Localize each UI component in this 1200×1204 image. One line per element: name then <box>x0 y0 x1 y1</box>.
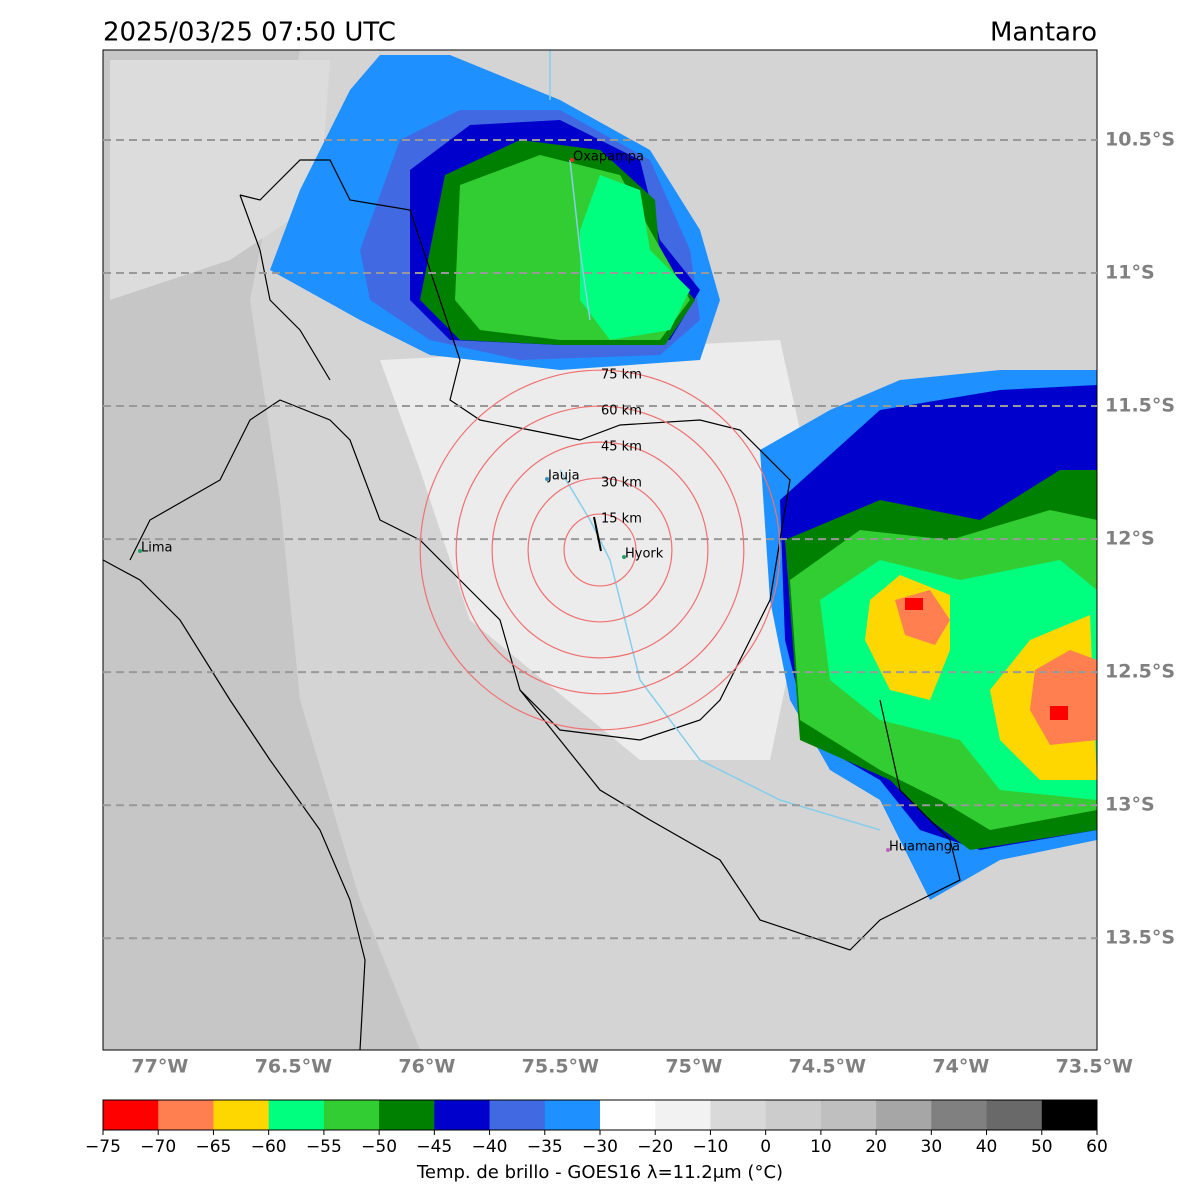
map-frame <box>102 49 1098 1051</box>
range-label: 45 km <box>601 440 642 455</box>
colorbar-tick-label: 40 <box>976 1137 998 1157</box>
lat-label: 10.5°S <box>1105 128 1175 150</box>
lon-label: 77°W <box>131 1056 188 1078</box>
lon-label: 73.5°W <box>1056 1056 1133 1078</box>
lat-label: 13°S <box>1105 794 1155 816</box>
lon-label: 76°W <box>398 1056 455 1078</box>
place-dot <box>622 555 626 559</box>
colorbar-segment <box>379 1100 435 1130</box>
map-background <box>103 50 1097 1050</box>
range-label: 30 km <box>601 476 642 491</box>
lat-label: 11°S <box>1105 261 1155 283</box>
colorbar-segment <box>655 1100 711 1130</box>
colorbar-tick-label: −30 <box>582 1137 618 1157</box>
colorbar-segment <box>931 1100 988 1130</box>
colorbar-segment <box>765 1100 822 1130</box>
colorbar-segment <box>323 1100 380 1130</box>
lon-label: 75°W <box>665 1056 722 1078</box>
colorbar-tick-label: −45 <box>416 1137 452 1157</box>
lon-label: 74°W <box>932 1056 989 1078</box>
colorbar-tick-label: −35 <box>527 1137 563 1157</box>
place-dot <box>138 549 142 553</box>
place-dot <box>570 158 574 162</box>
colorbar-segment <box>710 1100 767 1130</box>
range-ring <box>527 477 673 623</box>
place-label: Hyork <box>625 547 664 562</box>
title: 2025/03/25 07:50 UTC <box>103 18 396 48</box>
colorbar-segment <box>876 1100 932 1130</box>
station-marker <box>593 516 602 552</box>
colorbar-segment <box>489 1100 546 1130</box>
colorbar-tick-label: 10 <box>810 1137 832 1157</box>
colorbar-tick-label: −55 <box>306 1137 342 1157</box>
lat-label: 12°S <box>1105 528 1155 550</box>
place-dot <box>545 477 549 481</box>
colorbar-tick-label: 60 <box>1086 1137 1108 1157</box>
lat-label: 13.5°S <box>1105 927 1175 949</box>
range-ring <box>455 405 745 695</box>
range-ring <box>563 513 637 587</box>
colorbar-segment <box>103 1100 159 1130</box>
range-ring <box>491 441 709 659</box>
range-ring <box>419 369 781 731</box>
colorbar-tick-label: 50 <box>1031 1137 1053 1157</box>
lat-label: 11.5°S <box>1105 395 1175 417</box>
colorbar-label: Temp. de brillo - GOES16 λ=11.2μm (°C) <box>416 1162 783 1183</box>
colorbar-segment <box>213 1100 270 1130</box>
colorbar-segment <box>158 1100 214 1130</box>
range-label: 15 km <box>601 512 642 527</box>
colorbar-tick-label: −60 <box>251 1137 287 1157</box>
colorbar-tick-label: 0 <box>760 1137 771 1157</box>
place-label: Jauja <box>547 469 580 484</box>
lon-label: 76.5°W <box>255 1056 332 1078</box>
colorbar-segment <box>434 1100 491 1130</box>
place-dot <box>886 848 890 852</box>
place-label: Huamanga <box>889 840 960 855</box>
lat-label: 12.5°S <box>1105 661 1175 683</box>
colorbar-tick-label: −70 <box>140 1137 176 1157</box>
colorbar-segment <box>820 1100 877 1130</box>
colorbar-tick-label: −10 <box>692 1137 728 1157</box>
colorbar-segment <box>600 1100 656 1130</box>
colorbar-tick-label: 20 <box>865 1137 887 1157</box>
colorbar-tick-label: −20 <box>637 1137 673 1157</box>
colorbar-tick-label: −65 <box>195 1137 231 1157</box>
colorbar-tick-label: −75 <box>85 1137 121 1157</box>
colorbar-segment <box>544 1100 601 1130</box>
colorbar-segment <box>986 1100 1043 1130</box>
place-label: Lima <box>141 541 172 556</box>
lon-label: 75.5°W <box>522 1056 599 1078</box>
colorbar-segment <box>268 1100 325 1130</box>
colorbar-segment <box>1041 1100 1098 1130</box>
colorbar-tick-label: 30 <box>921 1137 943 1157</box>
colorbar-tick-label: −40 <box>472 1137 508 1157</box>
lon-label: 74.5°W <box>789 1056 866 1078</box>
place-label: Oxapampa <box>573 150 644 165</box>
region-name: Mantaro <box>990 18 1097 48</box>
range-label: 75 km <box>601 368 642 383</box>
range-label: 60 km <box>601 404 642 419</box>
colorbar-tick-label: −50 <box>361 1137 397 1157</box>
